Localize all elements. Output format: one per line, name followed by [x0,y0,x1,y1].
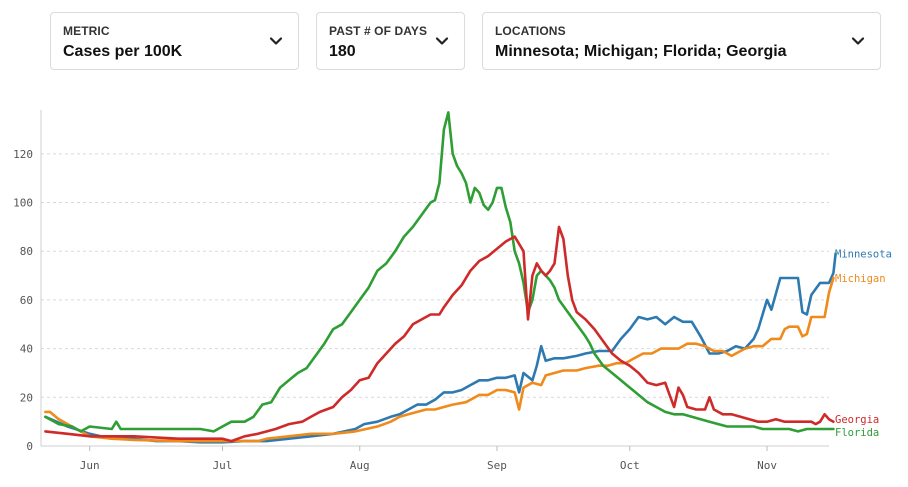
x-tick-label: Sep [487,459,507,472]
locations-value: Minnesota; Michigan; Florida; Georgia [495,43,787,60]
x-tick-label: Jun [80,459,100,472]
days-value: 180 [329,43,356,60]
series-label-georgia: Georgia [835,414,879,426]
series-label-minnesota: Minnesota [835,249,892,261]
line-chart: 0 20 40 60 80 100 120 Jun Jul Aug Sep Oct Nov Minneso… [13,110,892,472]
y-tick-label: 60 [20,294,33,307]
y-tick-label: 100 [13,197,33,210]
series-label-michigan: Michigan [835,273,886,285]
y-tick-label: 120 [13,148,33,161]
chevron-down-icon [435,37,449,45]
days-label: PAST # OF DAYS [329,24,428,38]
series-line-georgia [44,225,835,443]
x-tick-label: Aug [350,459,370,472]
chevron-down-icon [269,37,283,45]
metric-label: METRIC [63,24,110,38]
y-tick-label: 0 [26,440,33,453]
x-tick-label: Jul [213,459,233,472]
metric-dropdown[interactable]: METRIC Cases per 100K [50,12,299,70]
series-line-florida [44,111,835,433]
series-label-florida: Florida [835,427,879,439]
days-dropdown[interactable]: PAST # OF DAYS 180 [316,12,465,70]
series-line-michigan [44,276,835,443]
x-tick-label: Oct [620,459,640,472]
y-tick-label: 20 [20,391,33,404]
metric-value: Cases per 100K [63,43,183,60]
series-line-minnesota [44,252,837,444]
y-tick-label: 40 [20,343,33,356]
x-tick-label: Nov [757,459,777,472]
locations-label: LOCATIONS [495,24,566,38]
chevron-down-icon [851,37,865,45]
y-tick-label: 80 [20,245,33,258]
locations-dropdown[interactable]: LOCATIONS Minnesota; Michigan; Florida; … [482,12,881,70]
